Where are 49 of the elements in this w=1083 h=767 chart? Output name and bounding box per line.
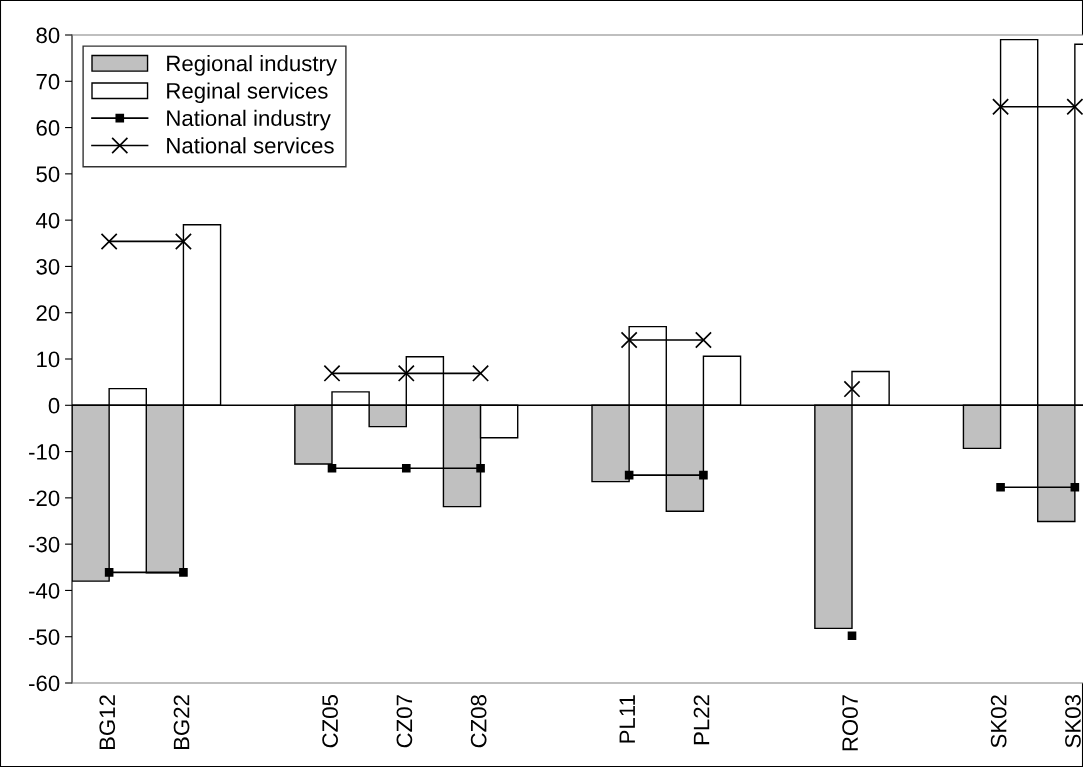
y-tick-label: 30 xyxy=(36,258,60,275)
x-tick-label: RO07 xyxy=(842,695,858,751)
legend-label: Reginal services xyxy=(167,82,328,104)
x-tick-label: SK02 xyxy=(990,695,1007,748)
point xyxy=(694,331,712,349)
y-tick-label: -40 xyxy=(29,582,60,599)
y-tick-label: -60 xyxy=(29,675,60,692)
point xyxy=(847,631,857,641)
point xyxy=(472,364,490,382)
point xyxy=(323,364,341,382)
x-tick-label: CZ05 xyxy=(322,695,338,748)
y-tick-label: 20 xyxy=(36,305,60,321)
y-tick-label: -50 xyxy=(29,629,60,645)
point xyxy=(699,470,708,480)
point xyxy=(992,98,1010,116)
point xyxy=(397,364,415,382)
point xyxy=(327,463,337,473)
x-tick-label: CZ07 xyxy=(396,695,413,748)
x-tick-label: PL22 xyxy=(693,695,710,745)
x-tick-label: PL11 xyxy=(619,695,635,743)
legend-label: Regional industry xyxy=(167,55,337,76)
point xyxy=(476,463,485,473)
point xyxy=(104,568,114,577)
y-tick-label: 10 xyxy=(37,351,60,368)
y-tick-label: 0 xyxy=(48,397,60,414)
legend-label: National industry xyxy=(167,109,331,131)
point xyxy=(1070,482,1080,492)
y-tick-label: 70 xyxy=(36,73,60,90)
y-tick-label: -30 xyxy=(29,536,60,553)
point xyxy=(174,232,192,250)
legend-label: National services xyxy=(167,137,334,154)
y-tick-label: 60 xyxy=(36,120,60,136)
y-tick-label: 80 xyxy=(36,27,60,44)
x-tick-label: SK03 xyxy=(1065,695,1081,748)
y-tick-label: 40 xyxy=(35,212,60,229)
point xyxy=(624,470,634,480)
point xyxy=(620,331,638,349)
x-tick-label: BG12 xyxy=(99,695,116,750)
x-tick-label: BG22 xyxy=(173,695,190,750)
y-tick-label: 50 xyxy=(36,166,60,183)
point xyxy=(179,568,188,577)
point xyxy=(100,232,118,250)
point xyxy=(843,380,861,398)
x-tick-label: CZ08 xyxy=(470,695,487,748)
y-tick-label: -10 xyxy=(29,444,60,460)
point xyxy=(1066,98,1083,116)
point xyxy=(401,463,411,473)
point xyxy=(996,482,1005,492)
y-tick-label: -20 xyxy=(29,490,60,507)
